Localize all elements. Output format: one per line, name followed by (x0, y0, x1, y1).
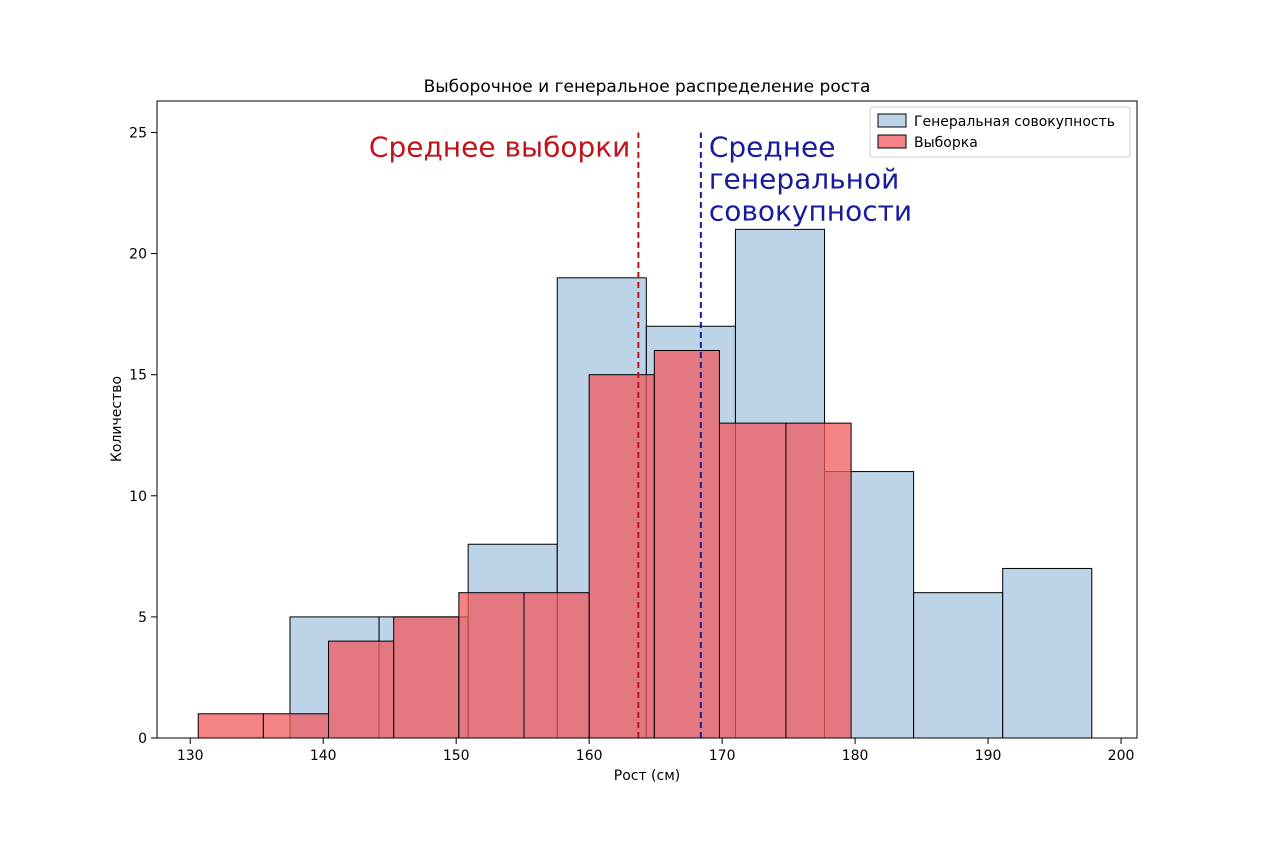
y-axis: 0 5 10 15 20 25 (129, 125, 157, 747)
population-mean-label-line-1: Среднее (709, 130, 836, 163)
bar-series1-bin9 (1002, 567, 1093, 739)
sample-mean-label-line-1: Среднее выборки (369, 130, 630, 163)
bar-series2-bin6 (523, 592, 590, 739)
bars-layer (197, 228, 1093, 739)
bar-series1-bin8 (913, 592, 1004, 739)
x-tick-label-170: 170 (709, 748, 736, 764)
y-tick-label-15: 15 (129, 368, 147, 384)
bar-series2-bin2 (262, 713, 330, 739)
legend-label-1: Генеральная совокупность (914, 114, 1115, 130)
x-axis-title: Рост (см) (614, 768, 681, 784)
x-tick-label-200: 200 (1108, 748, 1135, 764)
population-mean-label: Среднее генеральной совокупности (709, 130, 912, 227)
sample-mean-label: Среднее выборки (369, 130, 630, 163)
y-tick-label-20: 20 (129, 247, 147, 263)
chart-title: Выборочное и генеральное распределение р… (424, 77, 871, 97)
legend-box (869, 106, 1131, 158)
x-axis: 130 140 150 160 170 180 190 200 (177, 738, 1135, 764)
legend-swatch-1 (877, 113, 907, 128)
x-tick-label-150: 150 (443, 748, 470, 764)
y-axis-title: Количество (109, 376, 125, 462)
legend: Генеральная совокупность Выборка (869, 106, 1131, 158)
y-tick-label-5: 5 (138, 610, 147, 626)
bar-series2-bin8 (653, 349, 720, 739)
population-mean-label-line-2: генеральной (709, 162, 899, 195)
bar-series2-bin1 (197, 713, 264, 739)
plot-frame (156, 100, 1138, 739)
bar-series2-bin10 (785, 422, 852, 739)
x-tick-label-180: 180 (842, 748, 869, 764)
y-tick-label-10: 10 (129, 489, 147, 505)
mean-lines-layer (637, 132, 702, 738)
x-tick-label-140: 140 (310, 748, 337, 764)
population-mean-label-line-3: совокупности (709, 194, 912, 227)
bar-series2-bin9 (718, 422, 787, 739)
bar-series2-bin4 (393, 616, 460, 739)
legend-label-2: Выборка (914, 135, 978, 151)
annotations-layer: Среднее выборки Среднее генеральной совокуп… (369, 130, 912, 227)
x-tick-label-190: 190 (975, 748, 1002, 764)
legend-swatch-2 (877, 134, 907, 149)
y-tick-label-0: 0 (138, 731, 147, 747)
bar-series2-bin3 (328, 640, 395, 739)
bar-series2-bin7 (588, 374, 655, 739)
y-tick-label-25: 25 (129, 125, 147, 141)
x-tick-label-130: 130 (177, 748, 204, 764)
bar-series2-bin5 (458, 592, 525, 739)
x-tick-label-160: 160 (576, 748, 603, 764)
